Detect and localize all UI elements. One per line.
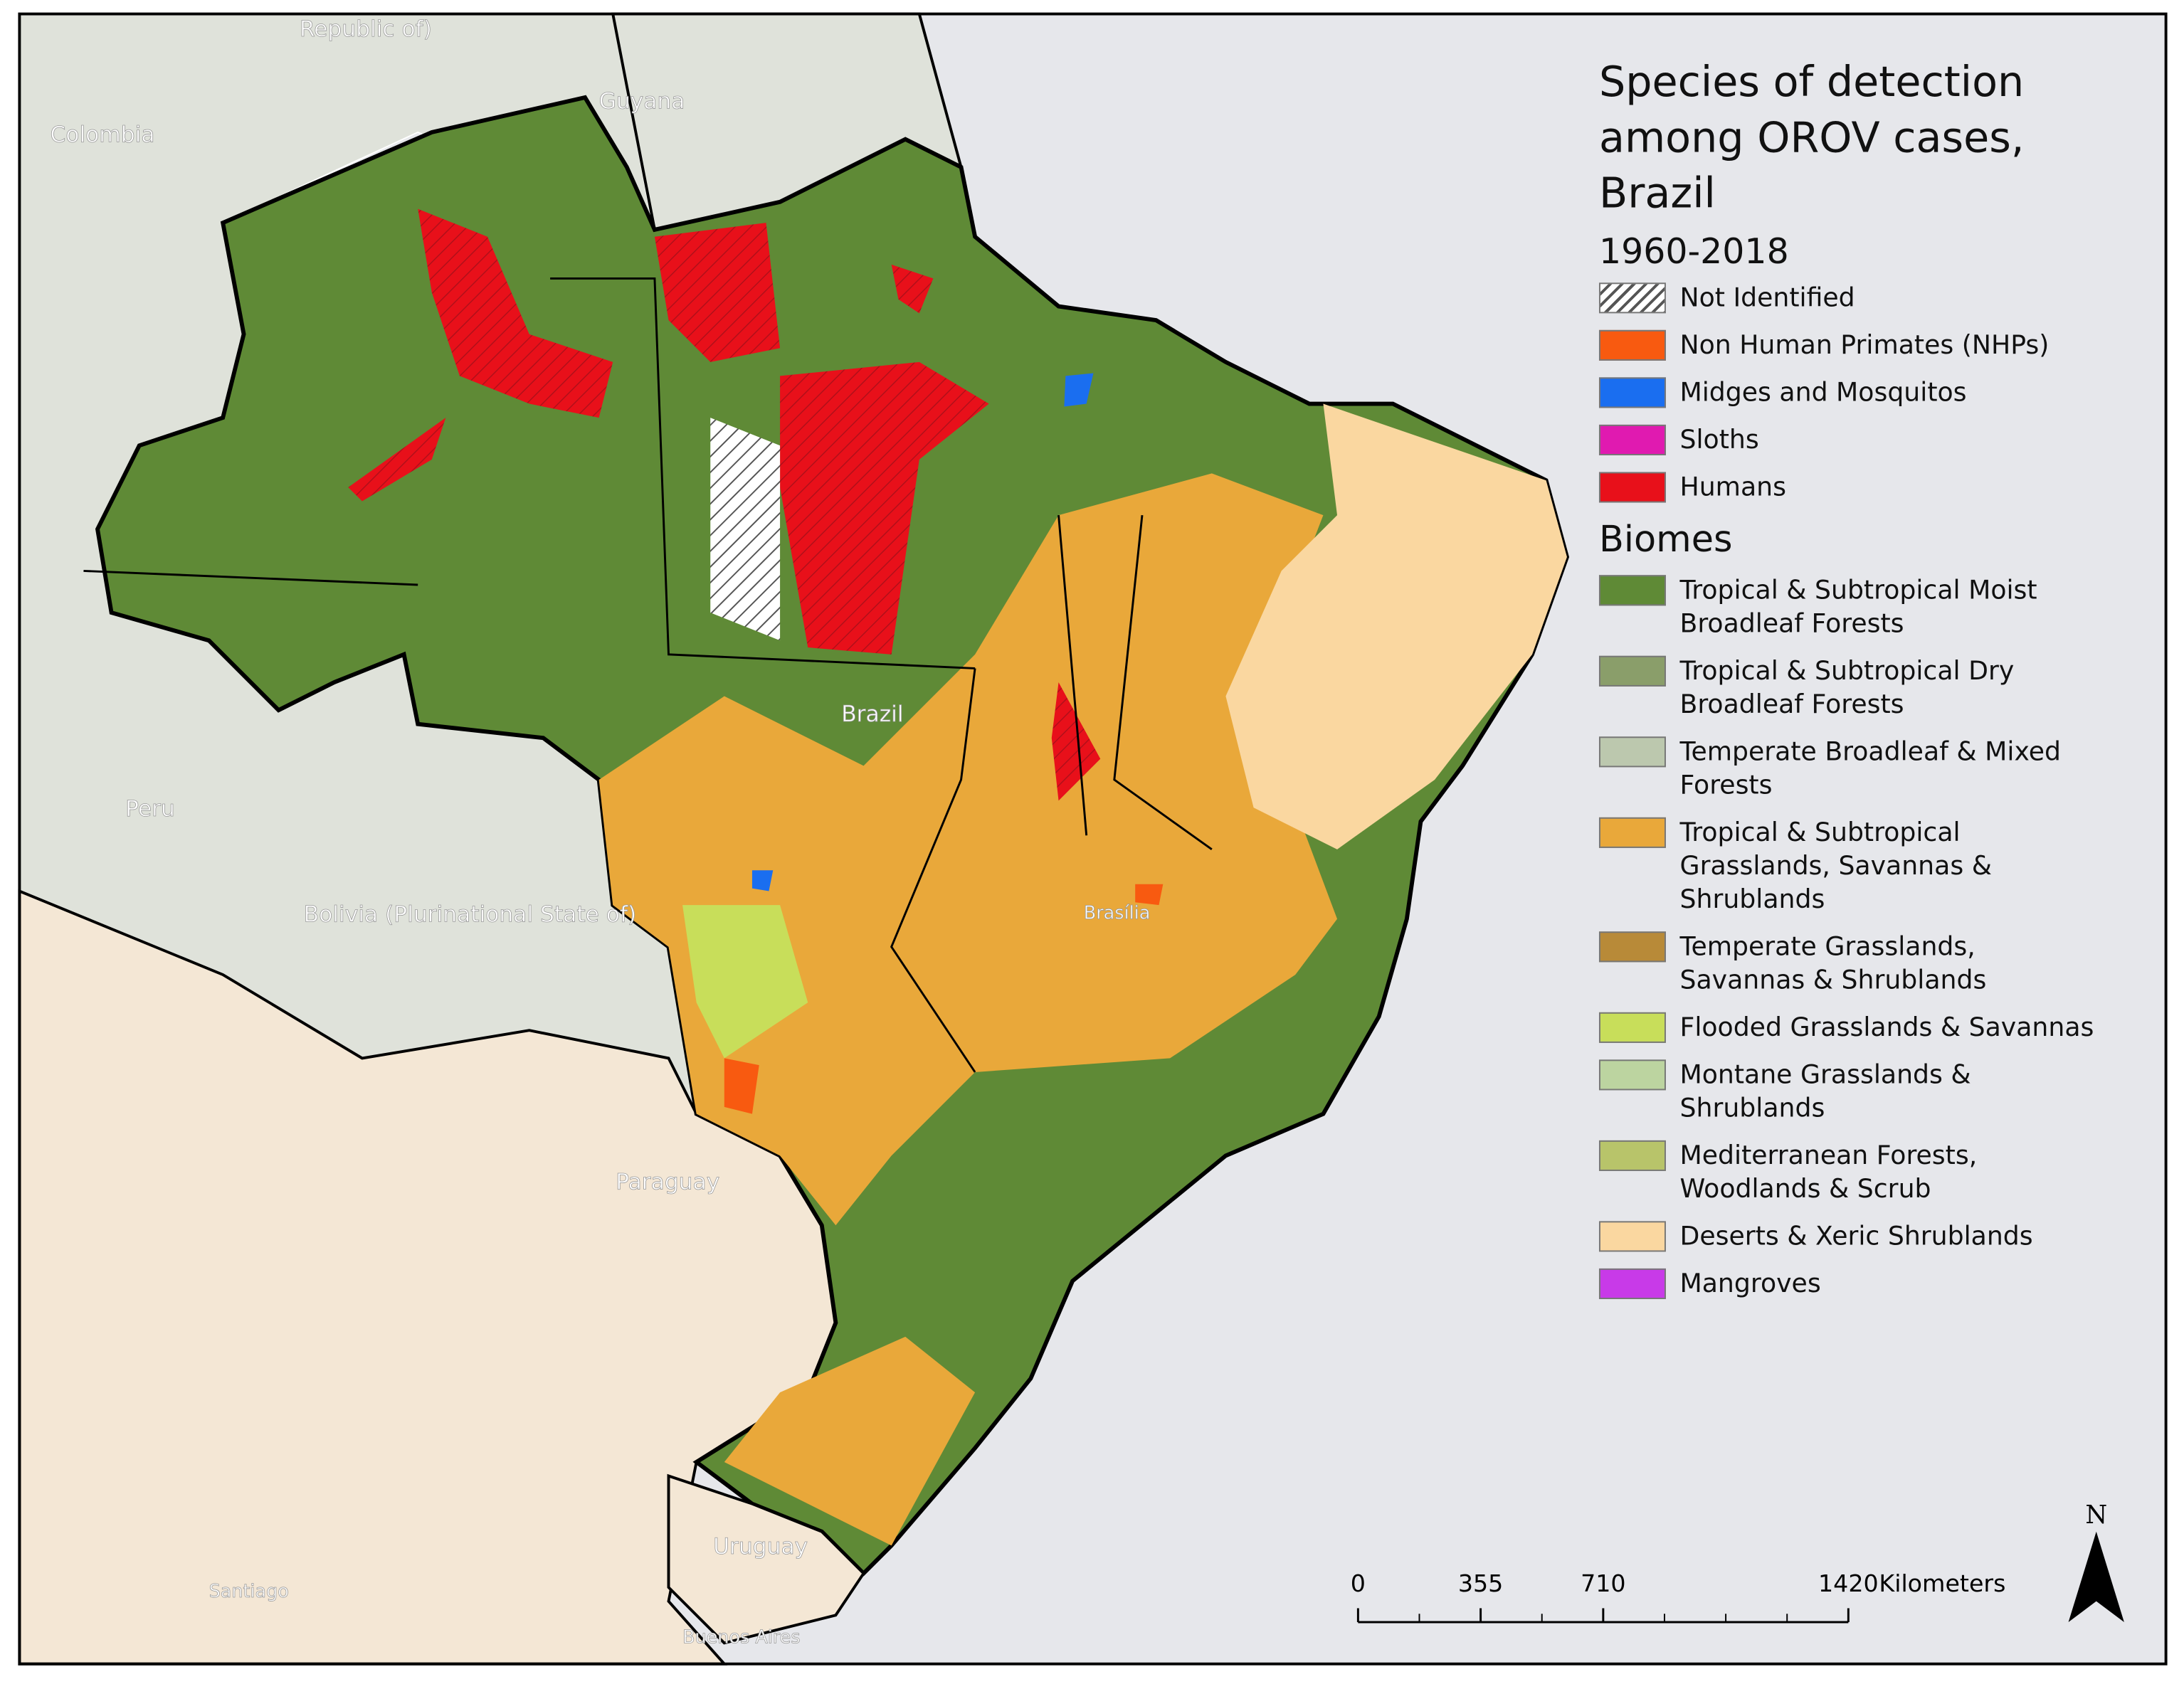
legend-swatch <box>1598 817 1666 848</box>
place-label: Bolivia (Plurinational State of) <box>304 902 637 928</box>
place-label: Brazil <box>841 701 903 727</box>
north-label: N <box>2085 1500 2107 1530</box>
legend-label: Montane Grasslands & Shrublands <box>1679 1061 1971 1124</box>
place-label: Republic of) <box>300 16 432 42</box>
scale-label: 1420 <box>1818 1569 1879 1597</box>
place-label: Santiago <box>209 1580 289 1601</box>
legend-swatch <box>1598 329 1666 361</box>
legend-item: Humans <box>1598 472 2101 505</box>
legend-label: Tropical & Subtropical Moist Broadleaf F… <box>1679 576 2037 640</box>
legend-swatch <box>1598 655 1666 687</box>
legend-subtitle: 1960-2018 <box>1598 231 1789 272</box>
legend-label: Mangroves <box>1679 1269 1821 1299</box>
legend-title: Species of detection among OROV cases, B… <box>1598 58 2025 219</box>
legend-item: Non Human Primates (NHPs) <box>1598 329 2101 364</box>
legend-label: Flooded Grasslands & Savannas <box>1679 1013 2094 1043</box>
legend-swatch <box>1598 1012 1666 1043</box>
legend-label: Sloths <box>1679 425 1759 455</box>
legend-swatch <box>1598 931 1666 963</box>
legend-swatch <box>1598 1268 1666 1299</box>
legend-swatch <box>1598 377 1666 408</box>
legend-label: Temperate Broadleaf & Mixed Forests <box>1679 738 2062 801</box>
legend-swatch <box>1598 1140 1666 1171</box>
legend-label: Midges and Mosquitos <box>1679 378 1967 408</box>
place-label: Peru <box>125 796 175 822</box>
legend-label: Tropical & Subtropical Grasslands, Savan… <box>1679 818 1992 915</box>
legend-swatch <box>1598 424 1666 455</box>
legend-item: Deserts & Xeric Shrublands <box>1598 1221 2101 1254</box>
legend-item: Not Identified <box>1598 282 2101 316</box>
savanna <box>598 473 1338 1226</box>
legend-item: Sloths <box>1598 424 2101 458</box>
legend-label: Deserts & Xeric Shrublands <box>1679 1222 2033 1252</box>
legend-swatch <box>1598 736 1666 768</box>
state-borders <box>83 277 1213 1073</box>
scale-label: 710 <box>1581 1569 1626 1597</box>
legend-item: Mediterranean Forests, Woodlands & Scrub <box>1598 1140 2101 1207</box>
legend: Species of detection among OROV cases, B… <box>1598 55 2101 1315</box>
legend-swatch <box>1598 575 1666 606</box>
legend-item: Tropical & Subtropical Dry Broadleaf For… <box>1598 655 2101 723</box>
legend-item: Mangroves <box>1598 1268 2101 1302</box>
uruguay <box>667 1473 866 1645</box>
humans-area <box>348 208 1101 801</box>
legend-item: Montane Grasslands & Shrublands <box>1598 1059 2101 1126</box>
biomes-title: Biomes <box>1598 519 1733 561</box>
flooded <box>682 905 808 1059</box>
legend-item: Flooded Grasslands & Savannas <box>1598 1012 2101 1046</box>
place-label: Brasília <box>1084 902 1151 923</box>
biomes-list: Tropical & Subtropical Moist Broadleaf F… <box>1598 575 2101 1302</box>
scale-unit: Kilometers <box>1879 1569 2005 1597</box>
species-list: Not Identified Non Human Primates (NHPs) M… <box>1598 282 2101 505</box>
place-label: Paraguay <box>616 1169 719 1195</box>
legend-item: Midges and Mosquitos <box>1598 377 2101 411</box>
north-arrow <box>2068 1531 2124 1623</box>
legend-label: Mediterranean Forests, Woodlands & Scrub <box>1679 1141 1978 1204</box>
place-label: Colombia <box>50 122 154 148</box>
legend-item: Temperate Grasslands, Savannas & Shrubla… <box>1598 931 2101 998</box>
legend-label: Tropical & Subtropical Dry Broadleaf For… <box>1679 657 2015 720</box>
legend-label: Non Human Primates (NHPs) <box>1679 331 2050 361</box>
scale-label: 355 <box>1458 1569 1504 1597</box>
legend-item: Temperate Broadleaf & Mixed Forests <box>1598 736 2101 803</box>
legend-label: Humans <box>1679 473 1786 503</box>
legend-swatch <box>1598 472 1666 503</box>
desert <box>1225 403 1567 849</box>
legend-label: Temperate Grasslands, Savannas & Shrubla… <box>1679 933 1987 996</box>
not-identified-area <box>710 418 781 641</box>
legend-item: Tropical & Subtropical Grasslands, Savan… <box>1598 817 2101 918</box>
scale-bar: 0 355 710 1420 Kilometers <box>1351 1569 2005 1624</box>
legend-swatch <box>1598 1221 1666 1252</box>
legend-item: Tropical & Subtropical Moist Broadleaf F… <box>1598 575 2101 642</box>
place-label: Guyana <box>599 89 685 115</box>
savanna-south <box>724 1336 976 1546</box>
place-label: Uruguay <box>713 1534 808 1560</box>
legend-swatch <box>1598 1059 1666 1091</box>
frame <box>18 12 2168 1666</box>
place-label: Buenos Aires <box>682 1626 801 1647</box>
scale-label: 0 <box>1351 1569 1366 1597</box>
legend-swatch <box>1598 282 1666 314</box>
legend-label: Not Identified <box>1679 284 1855 314</box>
